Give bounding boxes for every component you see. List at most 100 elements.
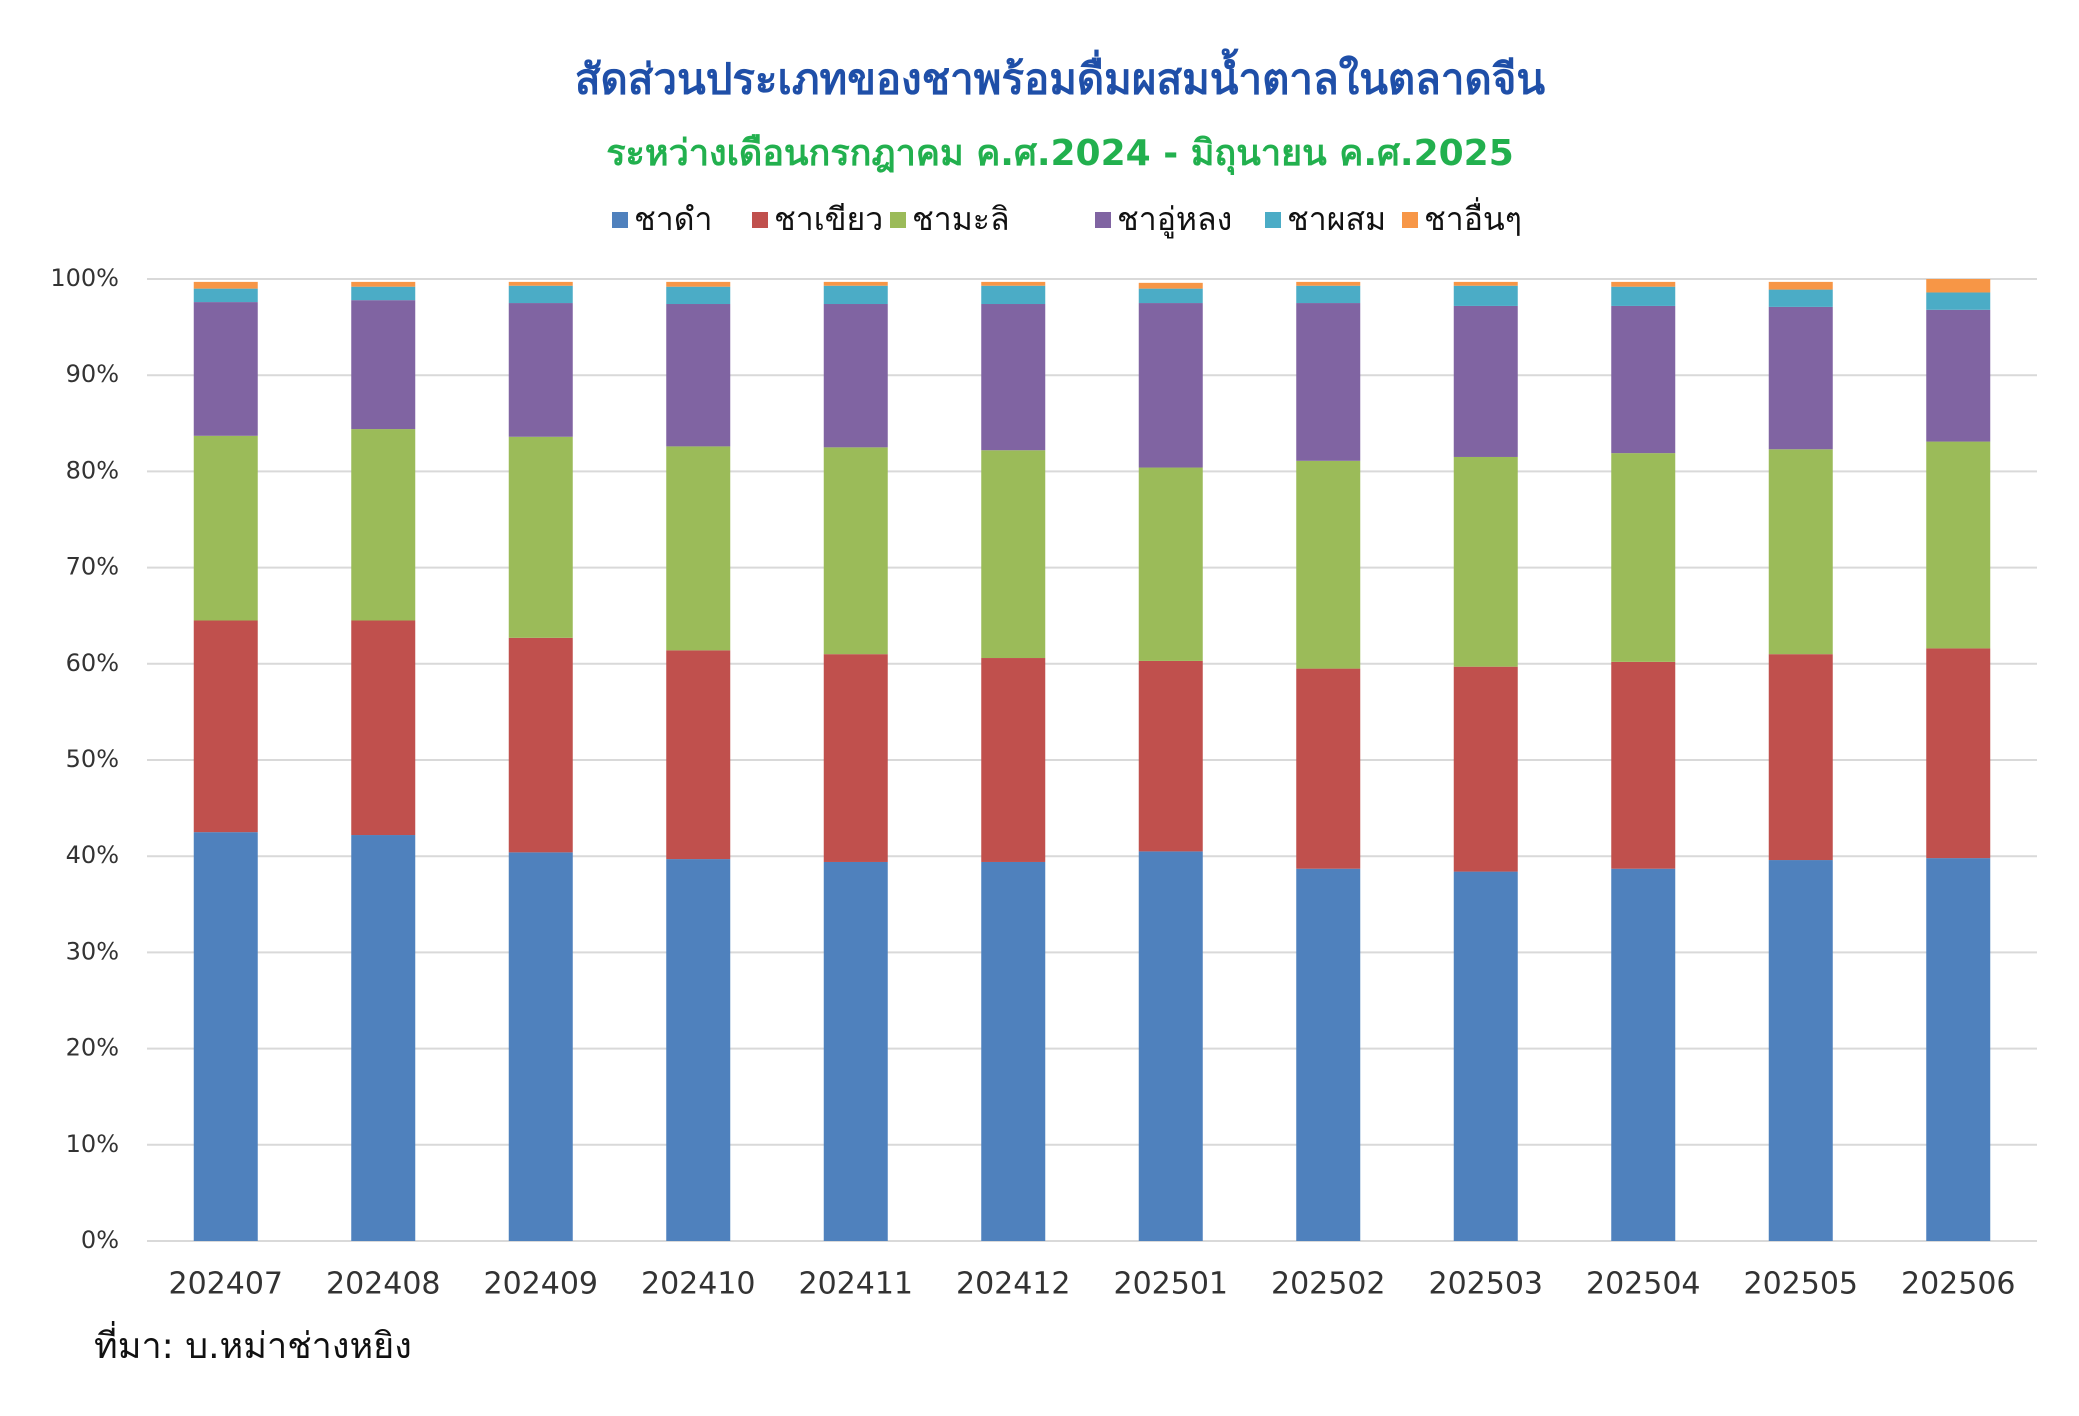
bar-segment	[508, 303, 573, 437]
bar-segment	[1453, 305, 1518, 457]
x-tick-label: 202408	[326, 1267, 441, 1302]
bar-segment	[981, 285, 1046, 305]
legend-label: ชาดำ	[634, 200, 712, 238]
x-tick-label: 202504	[1586, 1267, 1701, 1302]
chart-subtitle: ระหว่างเดือนกรกฎาคม ค.ศ.2024 - มิถุนายน …	[606, 133, 1514, 176]
bar-segment	[981, 450, 1046, 659]
bar-segment	[351, 286, 416, 301]
legend-swatch	[1265, 212, 1281, 228]
bar-segment	[666, 859, 731, 1241]
x-tick-label: 202505	[1743, 1267, 1858, 1302]
bar-segment	[823, 304, 888, 448]
bar-segment	[351, 620, 416, 836]
chart-title: สัดส่วนประเภทของชาพร้อมดื่มผสมน้ำตาลในตล…	[575, 48, 1546, 104]
bar-segment	[823, 654, 888, 862]
y-tick-label: 20%	[66, 1034, 119, 1062]
bar-segment	[1138, 288, 1203, 304]
bar-segment	[1926, 441, 1991, 649]
bar-segment	[1768, 306, 1833, 450]
legend-label: ชาอื่นๆ	[1424, 197, 1522, 238]
legend-swatch	[752, 212, 768, 228]
bar-segment	[1768, 860, 1833, 1241]
bar-segment	[1768, 289, 1833, 307]
legend-label: ชามะลิ	[912, 200, 1010, 238]
bar-segment	[1296, 668, 1361, 869]
bar-segment	[1453, 871, 1518, 1241]
legend-label: ชาผสม	[1287, 200, 1386, 238]
bar-segment	[1296, 281, 1361, 286]
bar-segment	[1611, 281, 1676, 287]
legend-label: ชาเขียว	[774, 200, 883, 238]
bar-segment	[1296, 460, 1361, 669]
bar-segment	[1296, 868, 1361, 1241]
bar-segment	[823, 861, 888, 1241]
legend-swatch	[612, 212, 628, 228]
bar-segment	[508, 637, 573, 853]
bar-segment	[1138, 303, 1203, 468]
bar-segment	[1611, 453, 1676, 662]
bar-segment	[351, 429, 416, 621]
bar-segment	[1138, 851, 1203, 1241]
y-tick-label: 100%	[50, 264, 119, 292]
x-tick-label: 202411	[798, 1267, 913, 1302]
bar-segment	[351, 835, 416, 1241]
bar-segment	[1138, 660, 1203, 852]
bar-segment	[193, 435, 258, 621]
bar-segment	[1138, 282, 1203, 289]
bar-segment	[823, 281, 888, 286]
bar-segment	[193, 620, 258, 833]
legend-swatch	[890, 212, 906, 228]
bar-segment	[1926, 858, 1991, 1241]
bar-segment	[981, 861, 1046, 1241]
bar-segment	[1926, 279, 1991, 293]
bar-segment	[193, 832, 258, 1241]
y-tick-label: 90%	[66, 360, 119, 388]
bar-segment	[981, 281, 1046, 286]
y-tick-label: 50%	[66, 745, 119, 773]
bar-segment	[351, 281, 416, 287]
bar-segment	[666, 304, 731, 447]
bar-segment	[193, 302, 258, 436]
bar-segment	[508, 436, 573, 638]
bar-segment	[1453, 666, 1518, 872]
legend-swatch	[1095, 212, 1111, 228]
bar-segment	[1453, 281, 1518, 286]
bar-segment	[1611, 305, 1676, 454]
bar-segment	[1926, 309, 1991, 442]
bar-segment	[666, 281, 731, 287]
bar-segment	[508, 281, 573, 286]
x-tick-label: 202502	[1271, 1267, 1386, 1302]
x-tick-label: 202506	[1901, 1267, 2016, 1302]
bar-segment	[823, 447, 888, 655]
bar-segment	[1768, 654, 1833, 861]
bar-segment	[508, 852, 573, 1241]
bar-segment	[1611, 868, 1676, 1241]
bar-segment	[1296, 285, 1361, 304]
bar-segment	[1296, 303, 1361, 461]
bar-segment	[1926, 648, 1991, 859]
bar-segment	[193, 288, 258, 303]
bar-segment	[981, 304, 1046, 451]
bar-segment	[1453, 285, 1518, 306]
bar-segment	[1453, 456, 1518, 667]
bar-segment	[981, 658, 1046, 862]
y-tick-label: 70%	[66, 553, 119, 581]
bar-segment	[666, 446, 731, 651]
x-tick-label: 202412	[956, 1267, 1071, 1302]
bar-segment	[1611, 286, 1676, 306]
y-tick-label: 60%	[66, 649, 119, 677]
x-tick-label: 202407	[168, 1267, 283, 1302]
y-tick-label: 80%	[66, 456, 119, 484]
bar-segment	[1611, 661, 1676, 869]
source: ที่มา: บ.หม่าช่างหยิง	[94, 1321, 412, 1367]
legend-swatch	[1402, 212, 1418, 228]
y-tick-label: 0%	[81, 1226, 119, 1254]
x-tick-label: 202501	[1113, 1267, 1228, 1302]
y-tick-label: 30%	[66, 937, 119, 965]
y-tick-label: 10%	[66, 1130, 119, 1158]
bar-segment	[666, 650, 731, 860]
bar-segment	[193, 281, 258, 289]
bar-segment	[1926, 292, 1991, 310]
x-tick-label: 202409	[483, 1267, 598, 1302]
